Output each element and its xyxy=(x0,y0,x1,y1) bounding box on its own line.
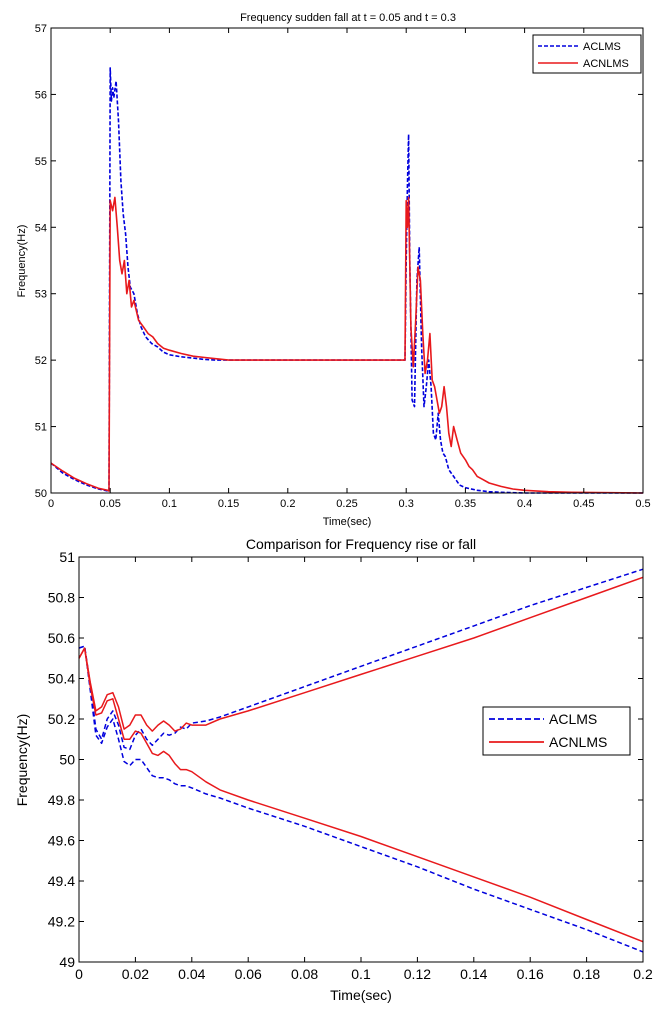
chart2-ytick-label: 50 xyxy=(59,752,75,768)
chart1-ytick-label: 57 xyxy=(35,23,47,35)
chart-frequency-sudden-fall: Frequency sudden fall at t = 0.05 and t … xyxy=(16,12,651,528)
chart2-series-acnlms-line-2 xyxy=(78,576,644,732)
chart1-xtick-label: 0 xyxy=(48,498,54,510)
chart1-legend-box xyxy=(532,34,642,74)
chart2-ytick-label: 49 xyxy=(59,954,75,970)
chart1-legend: ACLMS ACNLMS xyxy=(532,34,642,74)
chart2-series-acnlms-line-3 xyxy=(78,647,644,943)
chart2-plot-area xyxy=(78,568,644,953)
chart1-ylabel: Frequency(Hz) xyxy=(16,225,28,298)
chart1-xtick-label: 0.35 xyxy=(455,498,476,510)
chart2-xtick-label: 0.02 xyxy=(122,966,149,982)
chart2-xtick-label: 0.1 xyxy=(351,966,371,982)
chart2-ytick-label: 49.2 xyxy=(48,914,75,930)
chart1-ytick-label: 54 xyxy=(35,222,47,234)
chart2-ytick-label: 50.6 xyxy=(48,630,75,646)
chart1-xtick-label: 0.05 xyxy=(99,498,120,510)
chart1-xtick-label: 0.1 xyxy=(162,498,177,510)
chart2-ticks: 0 0.02 0.04 0.06 0.08 0.1 0.12 0.14 0.16 0.18 0.2 4… xyxy=(48,549,653,982)
chart2-ytick-label: 49.8 xyxy=(48,792,75,808)
chart2-legend-label-acnlms: ACNLMS xyxy=(549,734,607,750)
chart2-xtick-label: 0.06 xyxy=(235,966,262,982)
chart2-ylabel: Frequency(Hz) xyxy=(14,714,30,807)
chart2-xlabel: Time(sec) xyxy=(330,987,392,1003)
chart1-xtick-label: 0.15 xyxy=(218,498,239,510)
chart1-ytick-label: 56 xyxy=(35,89,47,101)
chart1-xlabel: Time(sec) xyxy=(323,516,371,528)
chart2-series-aclms-line-0 xyxy=(78,568,644,751)
chart1-xtick-label: 0.2 xyxy=(280,498,295,510)
chart1-plot-area xyxy=(50,67,644,494)
chart1-xtick-label: 0.3 xyxy=(399,498,414,510)
chart1-ytick-label: 55 xyxy=(35,156,47,168)
chart1-title: Frequency sudden fall at t = 0.05 and t … xyxy=(240,12,456,24)
chart2-legend: ACLMS ACNLMS xyxy=(482,706,631,756)
chart1-ticks: 0 0.05 0.1 0.15 0.2 0.25 0.3 0.35 0.4 0.45 0.5 50 51… xyxy=(35,23,651,510)
chart2-ytick-label: 49.6 xyxy=(48,833,75,849)
chart2-ytick-label: 49.4 xyxy=(48,873,75,889)
chart2-xtick-label: 0.04 xyxy=(178,966,205,982)
chart2-legend-label-aclms: ACLMS xyxy=(549,711,597,727)
chart1-ytick-label: 52 xyxy=(35,355,47,367)
chart2-xtick-label: 0.14 xyxy=(460,966,487,982)
chart2-ytick-label: 50.8 xyxy=(48,590,75,606)
chart1-xtick-label: 0.5 xyxy=(635,498,650,510)
chart1-ytick-label: 50 xyxy=(35,488,47,500)
chart2-ytick-label: 50.4 xyxy=(48,671,75,687)
chart2-title: Comparison for Frequency rise or fall xyxy=(246,536,476,552)
chart1-xtick-label: 0.45 xyxy=(573,498,594,510)
chart2-xtick-label: 0.18 xyxy=(573,966,600,982)
chart1-series-acnlms-line-1 xyxy=(50,196,644,494)
chart2-series-aclms-line-1 xyxy=(78,645,644,953)
chart2-legend-box xyxy=(482,706,631,756)
chart1-ytick-label: 51 xyxy=(35,422,47,434)
chart2-xtick-label: 0.16 xyxy=(517,966,544,982)
chart1-legend-label-acnlms: ACNLMS xyxy=(583,58,629,70)
chart1-legend-label-aclms: ACLMS xyxy=(583,41,621,53)
chart1-xtick-label: 0.4 xyxy=(517,498,532,510)
chart2-ytick-label: 51 xyxy=(59,549,75,565)
chart1-ytick-label: 53 xyxy=(35,289,47,301)
chart2-xtick-label: 0.08 xyxy=(291,966,318,982)
chart2-xtick-label: 0.2 xyxy=(633,966,653,982)
chart2-ytick-label: 50.2 xyxy=(48,711,75,727)
chart2-xtick-label: 0 xyxy=(75,966,83,982)
chart2-xtick-label: 0.12 xyxy=(404,966,431,982)
chart1-xtick-label: 0.25 xyxy=(336,498,357,510)
